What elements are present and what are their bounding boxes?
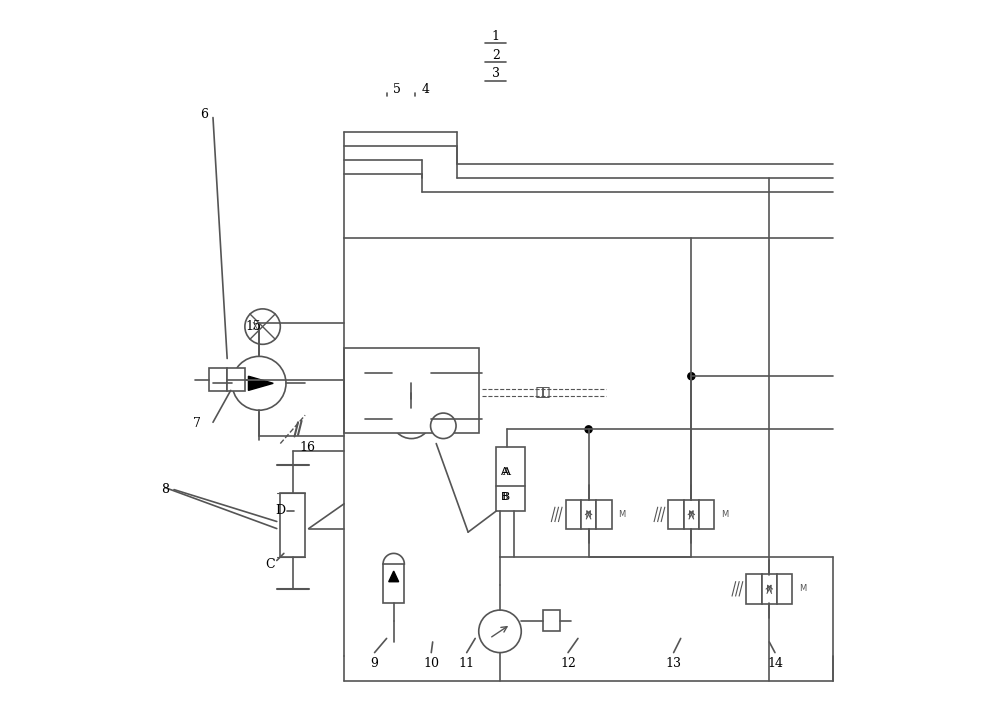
Text: 16: 16 — [299, 440, 315, 454]
Text: M: M — [721, 510, 729, 519]
Text: B: B — [502, 492, 510, 502]
Circle shape — [232, 356, 286, 410]
Text: 3: 3 — [492, 67, 500, 80]
Polygon shape — [389, 571, 399, 581]
Polygon shape — [399, 412, 424, 426]
Circle shape — [688, 373, 695, 380]
Bar — [762, 574, 777, 604]
Text: 6: 6 — [200, 108, 208, 120]
Text: X: X — [252, 322, 259, 331]
Text: 15: 15 — [245, 320, 261, 333]
Circle shape — [431, 413, 456, 439]
Bar — [383, 564, 404, 603]
Circle shape — [392, 353, 431, 392]
Text: A: A — [502, 467, 510, 477]
Polygon shape — [248, 376, 273, 390]
Text: 4: 4 — [422, 82, 430, 95]
Text: 2: 2 — [492, 49, 500, 62]
Text: 8: 8 — [161, 483, 169, 496]
Bar — [668, 500, 684, 529]
Text: 1: 1 — [492, 29, 500, 42]
Text: 7: 7 — [193, 417, 201, 430]
Bar — [596, 500, 612, 529]
Text: 5: 5 — [393, 82, 401, 95]
Text: D: D — [275, 504, 285, 518]
Text: 13: 13 — [666, 657, 682, 670]
Bar — [209, 369, 227, 391]
Bar — [746, 574, 762, 604]
Circle shape — [479, 610, 521, 652]
Text: 14: 14 — [767, 657, 783, 670]
Bar — [699, 500, 714, 529]
Bar — [566, 500, 581, 529]
Bar — [280, 493, 305, 557]
Bar — [684, 500, 699, 529]
Text: 11: 11 — [459, 657, 475, 670]
Text: A: A — [501, 467, 509, 477]
Text: M: M — [619, 510, 626, 519]
Bar — [496, 447, 525, 511]
Text: M: M — [799, 584, 807, 593]
Text: C: C — [265, 558, 274, 571]
Bar — [344, 348, 479, 433]
Circle shape — [585, 426, 592, 433]
Polygon shape — [399, 366, 424, 380]
Bar — [777, 574, 792, 604]
Text: B: B — [501, 492, 509, 502]
Circle shape — [245, 309, 280, 344]
Text: 9: 9 — [371, 657, 379, 670]
Bar — [227, 369, 245, 391]
Bar — [543, 610, 560, 632]
Circle shape — [392, 399, 431, 439]
Text: 12: 12 — [560, 657, 576, 670]
Text: 木材: 木材 — [535, 386, 550, 399]
Text: 10: 10 — [423, 657, 439, 670]
Text: 木材: 木材 — [535, 386, 550, 399]
Bar — [581, 500, 596, 529]
